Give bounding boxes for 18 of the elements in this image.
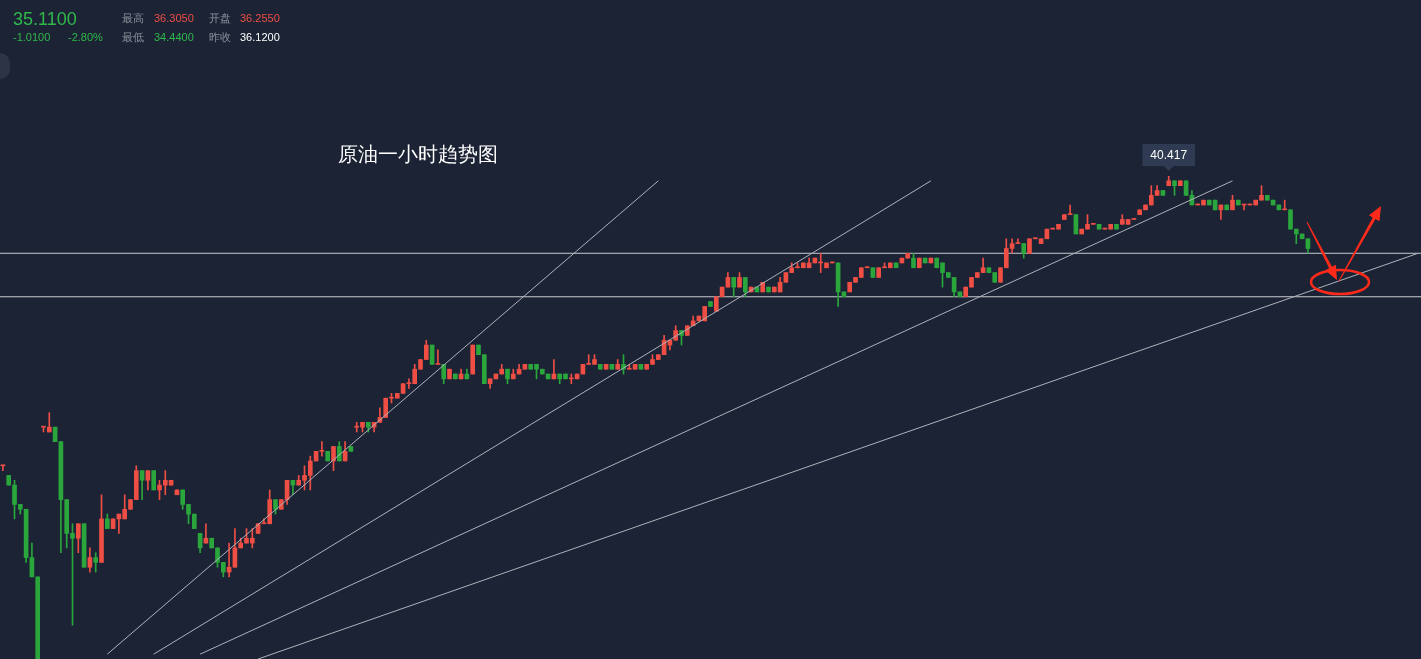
text: 昨收 [209,31,231,44]
text: 最低 [122,31,144,44]
text: 36.3050 [154,12,194,25]
text: 36.2550 [240,12,280,25]
text: -2.80% [68,31,103,44]
chart-title: 原油一小时趋势图 [338,142,498,167]
text: 35.1100 [13,9,77,30]
candlestick [319,441,325,457]
text: 36.1200 [240,31,280,44]
text: 开盘 [209,12,231,25]
annotation: 40.417 [1150,148,1188,163]
candlestick [46,412,52,433]
text: 34.4400 [154,31,194,44]
text: 最高 [122,12,144,25]
candlestick [0,464,6,471]
candlestick [1282,199,1288,211]
text: -1.0100 [13,31,51,44]
candlestick [435,349,441,365]
